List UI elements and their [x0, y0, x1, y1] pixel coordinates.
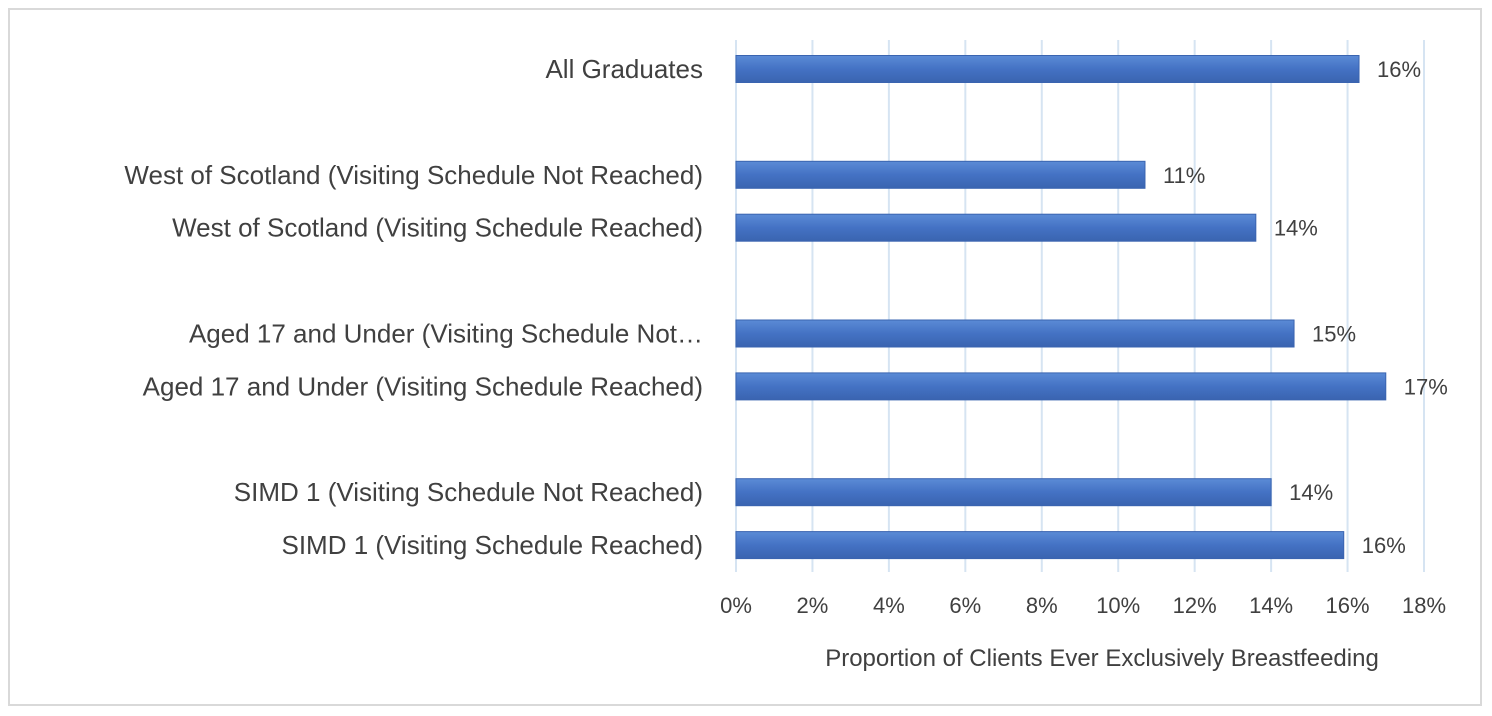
- bar: [735, 478, 1272, 507]
- x-tick-label: 8%: [1026, 593, 1058, 618]
- category-label: West of Scotland (Visiting Schedule Reac…: [172, 213, 703, 243]
- data-label: 15%: [1312, 322, 1356, 347]
- category-label: Aged 17 and Under (Visiting Schedule Rea…: [143, 371, 703, 401]
- labels: 0% 2% 4% 6% 8% 10% 12% 14% 16% 18% All Graduates 16…: [124, 54, 1447, 618]
- x-tick-label: 14%: [1249, 593, 1293, 618]
- data-label: 16%: [1377, 57, 1421, 82]
- x-axis-title: Proportion of Clients Ever Exclusively B…: [825, 645, 1379, 672]
- bar: [735, 372, 1387, 401]
- category-label: SIMD 1 (Visiting Schedule Not Reached): [234, 477, 703, 507]
- x-tick-label: 12%: [1173, 593, 1217, 618]
- x-tick-label: 4%: [873, 593, 905, 618]
- bar: [735, 319, 1295, 348]
- data-label: 14%: [1274, 216, 1318, 241]
- bar: [735, 160, 1146, 189]
- x-tick-label: 6%: [949, 593, 981, 618]
- x-tick-label: 10%: [1096, 593, 1140, 618]
- bar: [735, 531, 1345, 560]
- data-label: 14%: [1289, 480, 1333, 505]
- x-tick-label: 18%: [1402, 593, 1446, 618]
- bar: [735, 55, 1360, 83]
- data-label: 17%: [1404, 374, 1448, 399]
- x-tick-label: 2%: [797, 593, 829, 618]
- category-label: SIMD 1 (Visiting Schedule Reached): [281, 530, 703, 560]
- data-label: 16%: [1362, 533, 1406, 558]
- data-label: 11%: [1163, 163, 1205, 188]
- bar: [735, 213, 1257, 242]
- category-label: West of Scotland (Visiting Schedule Not …: [124, 160, 703, 190]
- category-label: Aged 17 and Under (Visiting Schedule Not…: [189, 319, 703, 349]
- x-tick-label: 0%: [720, 593, 752, 618]
- x-tick-label: 16%: [1326, 593, 1370, 618]
- bars: [735, 55, 1387, 560]
- category-label: All Graduates: [545, 54, 703, 84]
- chart-frame: [8, 8, 1482, 706]
